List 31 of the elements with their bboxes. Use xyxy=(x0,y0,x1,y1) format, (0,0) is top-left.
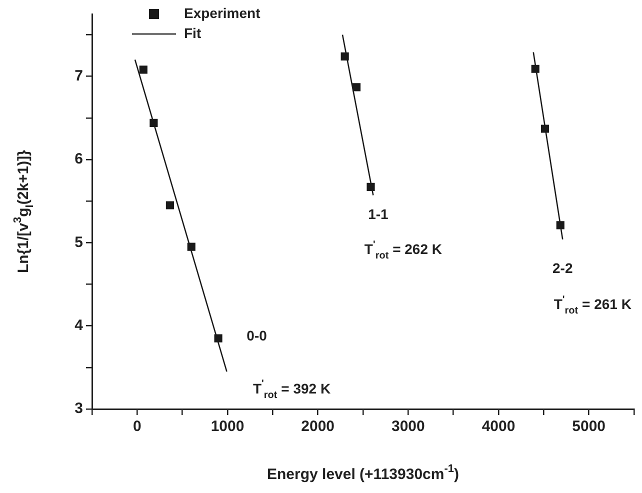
point xyxy=(556,221,564,230)
x-tick-label: 2000 xyxy=(301,418,335,436)
x-tick-label: 1000 xyxy=(210,418,244,436)
point xyxy=(139,66,148,74)
point xyxy=(340,52,349,60)
annotation: 1-1 xyxy=(368,206,389,222)
annotation: 2-2 xyxy=(552,260,573,276)
y-axis-title: Ln{1/[v3gI(2k+1)]} xyxy=(12,150,36,273)
y-tick-label: 7 xyxy=(74,68,83,85)
point xyxy=(187,242,196,251)
point xyxy=(214,334,222,342)
y-tick-label: 4 xyxy=(74,316,84,334)
point xyxy=(150,118,158,127)
legend-label: Experiment xyxy=(184,4,261,21)
legend-label: Fit xyxy=(184,24,202,41)
point xyxy=(531,64,540,73)
point xyxy=(352,83,361,92)
annotation: T'rot = 261 K xyxy=(554,294,632,317)
y-tick-label: 3 xyxy=(74,400,83,418)
y-tick-label: 6 xyxy=(74,150,83,168)
x-tick-label: 0 xyxy=(132,418,142,436)
x-tick-label: 4000 xyxy=(482,418,516,436)
x-tick-label: 3000 xyxy=(391,418,425,436)
point xyxy=(166,201,174,210)
y-tick-label: 5 xyxy=(74,234,83,251)
annotation: 0-0 xyxy=(246,327,268,344)
point xyxy=(366,182,375,192)
annotation: T'rot = 392 K xyxy=(252,378,331,401)
annotation: T'rot = 262 K xyxy=(364,239,442,262)
x-tick-label: 5000 xyxy=(572,418,606,436)
point xyxy=(540,124,550,133)
